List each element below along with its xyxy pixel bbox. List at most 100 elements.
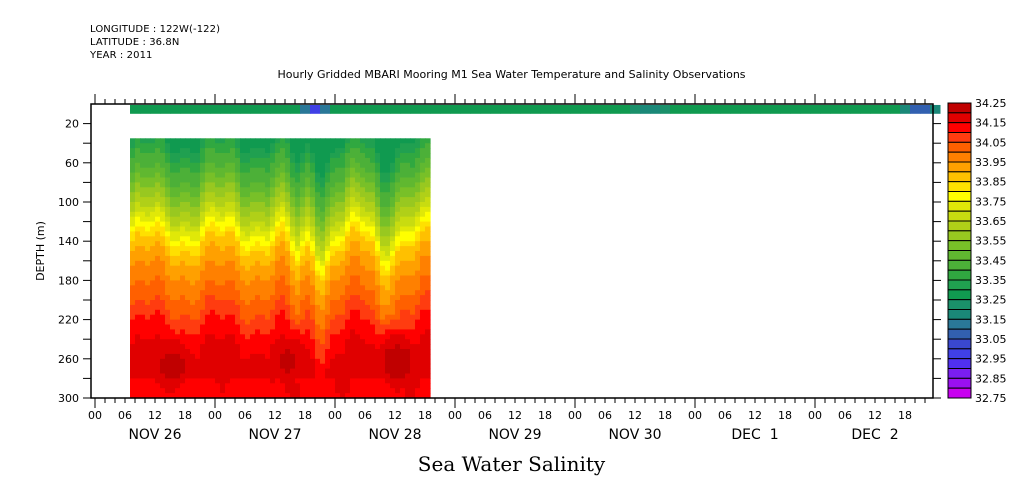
section-cell [180, 334, 186, 340]
section-cell [355, 167, 361, 174]
section-cell [255, 304, 261, 311]
section-cell [300, 329, 306, 335]
section-cell [390, 383, 396, 389]
section-cell [370, 290, 376, 296]
section-cell [345, 280, 351, 286]
section-cell [190, 378, 196, 384]
section-cell [395, 260, 401, 267]
section-cell [410, 329, 416, 335]
section-cell [305, 172, 311, 179]
section-cell [170, 260, 176, 267]
section-cell [265, 265, 271, 272]
section-cell [140, 187, 146, 193]
section-cell [370, 202, 376, 208]
section-cell [130, 393, 136, 399]
section-cell [230, 304, 236, 311]
section-cell [210, 167, 216, 174]
section-cell [235, 157, 241, 164]
x-hour-tick-label: 00 [328, 409, 342, 422]
section-cell [225, 231, 231, 237]
section-cell [350, 314, 356, 321]
section-cell [230, 280, 236, 286]
section-cell [135, 162, 141, 169]
section-cell [275, 378, 281, 384]
section-cell [280, 177, 286, 183]
x-hour-tick-label: 12 [748, 409, 762, 422]
section-cell [340, 172, 346, 179]
section-cell [270, 221, 276, 228]
section-cell [150, 339, 156, 345]
section-cell [405, 304, 411, 311]
section-cell [330, 211, 336, 218]
section-cell [195, 138, 201, 144]
section-cell [240, 388, 246, 394]
section-cell [360, 206, 366, 213]
x-hour-tick-label: 12 [868, 409, 882, 422]
section-cell [230, 167, 236, 174]
section-cell [330, 221, 336, 228]
section-cell [200, 246, 206, 252]
section-cell [195, 153, 201, 159]
section-cell [155, 324, 161, 330]
section-cell [365, 211, 371, 218]
section-cell [415, 206, 421, 213]
section-cell [305, 236, 311, 242]
section-cell [175, 378, 181, 384]
section-cell [365, 202, 371, 208]
section-cell [175, 388, 181, 394]
section-cell [280, 260, 286, 267]
section-cell [165, 192, 171, 198]
section-cell [165, 167, 171, 174]
section-cell [285, 280, 291, 286]
section-cell [320, 304, 326, 311]
section-cell [355, 378, 361, 384]
section-cell [380, 202, 386, 208]
section-cell [280, 138, 286, 144]
section-cell [275, 265, 281, 272]
y-tick-label: 140 [58, 235, 79, 248]
section-cell [185, 300, 191, 306]
section-cell [240, 197, 246, 203]
section-cell [280, 363, 286, 370]
section-cell [245, 138, 251, 144]
section-cell [320, 300, 326, 306]
section-cell [135, 157, 141, 164]
section-cell [295, 157, 301, 164]
section-cell [385, 368, 391, 375]
section-cell [180, 363, 186, 370]
section-cell [175, 182, 181, 188]
surface-band-cell [370, 104, 381, 114]
section-cell [325, 187, 331, 193]
section-cell [305, 290, 311, 296]
section-cell [255, 255, 261, 262]
section-cell [405, 157, 411, 164]
section-cell [175, 349, 181, 355]
section-cell [375, 309, 381, 316]
section-cell [320, 246, 326, 252]
section-cell [185, 339, 191, 345]
x-hour-tick-label: 12 [388, 409, 402, 422]
section-cell [410, 270, 416, 277]
section-cell [185, 251, 191, 257]
section-cell [175, 187, 181, 193]
section-cell [240, 270, 246, 277]
section-cell [295, 309, 301, 316]
surface-band-cell [390, 104, 401, 114]
section-cell [360, 172, 366, 179]
section-cell [290, 241, 296, 247]
section-cell [275, 373, 281, 379]
section-cell [370, 373, 376, 379]
section-cell [380, 260, 386, 267]
x-day-label: NOV 26 [128, 427, 181, 443]
section-cell [245, 211, 251, 218]
section-cell [255, 192, 261, 198]
section-cell [325, 285, 331, 291]
section-cell [330, 378, 336, 384]
section-cell [195, 177, 201, 183]
section-cell [320, 231, 326, 237]
section-cell [320, 349, 326, 355]
section-cell [200, 349, 206, 355]
section-cell [295, 221, 301, 228]
section-cell [280, 211, 286, 218]
section-cell [165, 148, 171, 154]
